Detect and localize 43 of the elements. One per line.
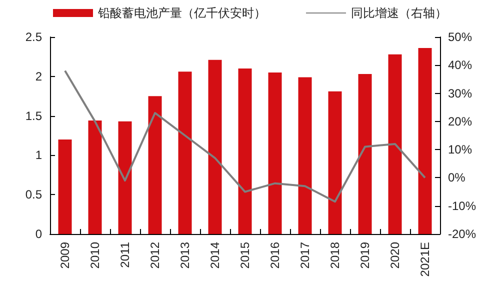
x-tick-label: 2010 <box>88 242 102 269</box>
bar <box>208 60 222 234</box>
x-tick-label: 2011 <box>118 242 132 268</box>
y-tick-label: 2 <box>35 69 42 84</box>
y-tick-label: 1 <box>35 148 42 162</box>
x-tick-label: 2009 <box>58 242 72 269</box>
y2-tick-label: 30% <box>448 86 472 100</box>
bar <box>418 48 432 234</box>
x-tick-label: 2019 <box>358 242 372 269</box>
bar <box>238 68 252 234</box>
line-series <box>64 70 426 203</box>
x-tick-label: 2020 <box>388 242 402 269</box>
y2-tick-label: 50% <box>448 30 472 44</box>
x-tick-label: 2013 <box>178 242 192 269</box>
bar <box>388 54 402 234</box>
y2-tick-label: 40% <box>448 58 472 72</box>
x-tick-label: 2017 <box>298 242 312 269</box>
y2-tick-label: 10% <box>448 142 472 157</box>
x-tick-label: 2014 <box>208 242 222 269</box>
bar <box>298 77 312 234</box>
y-tick-label: 2.5 <box>25 30 42 44</box>
y-tick-label: 0 <box>35 227 42 241</box>
x-tick-label: 2021E <box>418 242 432 277</box>
y2-tick-label: -20% <box>448 227 476 241</box>
bar <box>358 74 372 234</box>
bar <box>148 96 162 234</box>
bar <box>178 72 192 234</box>
x-tick-label: 2015 <box>238 242 252 269</box>
bar <box>268 72 282 234</box>
legend-label: 铅酸蓄电池产量（亿千伏安时） <box>97 6 266 20</box>
bar <box>328 91 342 234</box>
y-tick-label: 1.5 <box>25 108 42 123</box>
x-tick-label: 2018 <box>328 242 342 269</box>
bar <box>58 139 72 234</box>
y2-tick-label: 20% <box>448 114 472 128</box>
x-tick-label: 2016 <box>268 242 282 269</box>
bar <box>88 120 102 234</box>
legend-label: 同比增速（右轴） <box>351 6 447 20</box>
bar <box>118 121 132 234</box>
y2-tick-label: 0% <box>448 170 466 185</box>
x-tick-label: 2012 <box>148 242 162 269</box>
y2-tick-label: -10% <box>448 198 476 213</box>
y-tick-label: 0.5 <box>25 188 42 202</box>
